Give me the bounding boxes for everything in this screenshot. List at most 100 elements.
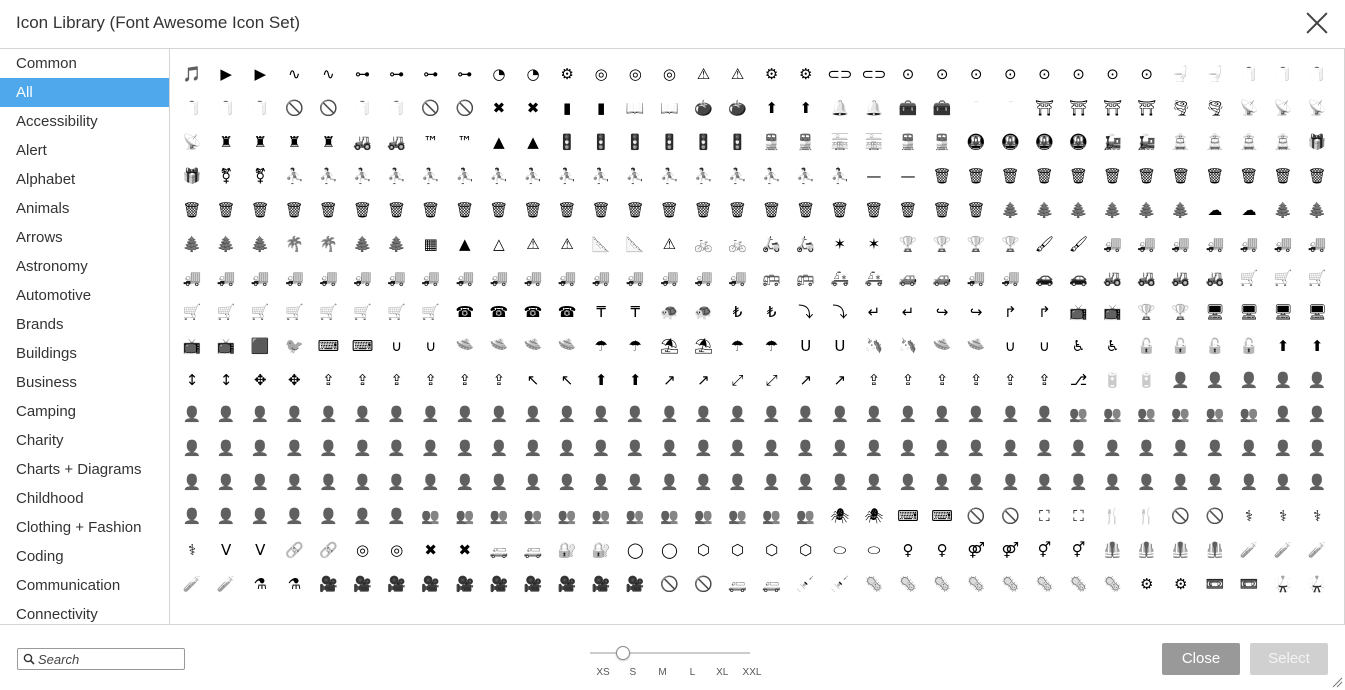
icon-cell[interactable]: 👤 <box>243 397 277 431</box>
icon-cell[interactable]: 🏆 <box>993 227 1027 261</box>
icon-cell[interactable]: 🚚 <box>448 261 482 295</box>
icon-cell[interactable]: 📺 <box>1096 295 1130 329</box>
icon-cell[interactable]: 📐 <box>618 227 652 261</box>
icon-cell[interactable]: 🚊 <box>1164 125 1198 159</box>
icon-cell[interactable]: ⚙ <box>550 57 584 91</box>
icon-cell[interactable]: 👤 <box>823 431 857 465</box>
icon-cell[interactable]: 🦠 <box>993 567 1027 601</box>
icon-cell[interactable]: ◎ <box>618 57 652 91</box>
icon-cell[interactable]: 💉 <box>789 567 823 601</box>
icon-cell[interactable]: 🚇 <box>959 125 993 159</box>
icon-cell[interactable]: ⊙ <box>959 57 993 91</box>
sidebar-item-communication[interactable]: Communication <box>16 577 121 594</box>
icon-cell[interactable]: 🎥 <box>380 567 414 601</box>
icon-cell[interactable]: 🖌 <box>1061 227 1095 261</box>
icon-cell[interactable]: 🚐 <box>516 533 550 567</box>
icon-cell[interactable]: 🚫 <box>277 91 311 125</box>
icon-cell[interactable]: ☂ <box>721 329 755 363</box>
icon-cell[interactable]: 🚚 <box>721 261 755 295</box>
icon-cell[interactable]: 🚋 <box>857 125 891 159</box>
icon-cell[interactable]: 👤 <box>584 397 618 431</box>
icon-cell[interactable]: 🚆 <box>789 125 823 159</box>
icon-cell[interactable]: 🚊 <box>1232 125 1266 159</box>
icon-cell[interactable]: 🎥 <box>482 567 516 601</box>
icon-cell[interactable]: ✶ <box>857 227 891 261</box>
icon-cell[interactable]: 👤 <box>243 499 277 533</box>
icon-cell[interactable]: 🌲 <box>993 193 1027 227</box>
icon-cell[interactable]: ⛹ <box>686 159 720 193</box>
size-option-xxl[interactable]: XXL <box>742 667 762 678</box>
icon-cell[interactable]: ⌨ <box>311 329 345 363</box>
icon-cell[interactable]: U <box>789 329 823 363</box>
icon-cell[interactable]: 🗑 <box>209 193 243 227</box>
icon-cell[interactable]: 🚦 <box>584 125 618 159</box>
icon-cell[interactable]: 🚫 <box>414 91 448 125</box>
sidebar-item-clothing-fashion[interactable]: Clothing + Fashion <box>16 519 142 536</box>
icon-cell[interactable]: 🔓 <box>1130 329 1164 363</box>
icon-cell[interactable]: 🚚 <box>277 261 311 295</box>
icon-cell[interactable]: 🚆 <box>755 125 789 159</box>
icon-cell[interactable]: ⊙ <box>1096 57 1130 91</box>
icon-cell[interactable]: ⇪ <box>311 363 345 397</box>
icon-cell[interactable]: ⇪ <box>380 363 414 397</box>
icon-cell[interactable]: 🛒 <box>345 295 379 329</box>
sidebar-item-charts-diagrams[interactable]: Charts + Diagrams <box>16 461 142 478</box>
icon-cell[interactable]: 🐢 <box>652 295 686 329</box>
icon-cell[interactable]: 🗑 <box>380 193 414 227</box>
icon-cell[interactable]: ⚙ <box>1130 567 1164 601</box>
icon-cell[interactable]: 🚂 <box>1096 125 1130 159</box>
icon-cell[interactable]: 🦷 <box>959 91 993 125</box>
icon-cell[interactable]: 🍴 <box>1130 499 1164 533</box>
icon-cell[interactable]: ⤵ <box>789 295 823 329</box>
icon-cell[interactable]: 👤 <box>1198 465 1232 499</box>
icon-cell[interactable]: 🧻 <box>345 91 379 125</box>
icon-cell[interactable]: 🗑 <box>993 159 1027 193</box>
icon-cell[interactable]: 🐢 <box>686 295 720 329</box>
icon-cell[interactable]: 👤 <box>482 397 516 431</box>
icon-cell[interactable]: ↗ <box>823 363 857 397</box>
icon-cell[interactable]: 🚚 <box>1300 227 1334 261</box>
icon-cell[interactable]: ⬆ <box>1300 329 1334 363</box>
icon-cell[interactable]: 🛒 <box>277 295 311 329</box>
icon-cell[interactable]: ⊙ <box>993 57 1027 91</box>
icon-cell[interactable]: 👤 <box>243 431 277 465</box>
icon-cell[interactable]: 🗑 <box>857 193 891 227</box>
icon-cell[interactable]: 🛸 <box>448 329 482 363</box>
icon-cell[interactable]: 🛒 <box>311 295 345 329</box>
icon-cell[interactable]: 🚜 <box>1164 261 1198 295</box>
icon-cell[interactable]: 👤 <box>652 397 686 431</box>
icon-cell[interactable]: 🚚 <box>993 261 1027 295</box>
icon-cell[interactable]: 🚌 <box>789 261 823 295</box>
icon-cell[interactable]: 💉 <box>823 567 857 601</box>
icon-cell[interactable]: 🚜 <box>1096 261 1130 295</box>
icon-cell[interactable]: 👤 <box>584 431 618 465</box>
icon-cell[interactable]: 👥 <box>414 499 448 533</box>
icon-cell[interactable]: 👤 <box>345 499 379 533</box>
icon-cell[interactable]: 🧪 <box>1300 533 1334 567</box>
icon-cell[interactable]: 👥 <box>755 499 789 533</box>
icon-cell[interactable]: ⚧ <box>243 159 277 193</box>
icon-cell[interactable]: 🚚 <box>550 261 584 295</box>
icon-cell[interactable]: 🌲 <box>380 227 414 261</box>
icon-cell[interactable]: 🏆 <box>1130 295 1164 329</box>
icon-cell[interactable]: V <box>243 533 277 567</box>
icon-cell[interactable]: ♜ <box>209 125 243 159</box>
icon-cell[interactable]: 🚚 <box>584 261 618 295</box>
icon-cell[interactable]: 📡 <box>1300 91 1334 125</box>
icon-cell[interactable]: ₸ <box>584 295 618 329</box>
icon-cell[interactable]: ⇪ <box>891 363 925 397</box>
icon-cell[interactable]: 🚦 <box>686 125 720 159</box>
icon-cell[interactable]: 🛒 <box>380 295 414 329</box>
icon-cell[interactable]: 📼 <box>1232 567 1266 601</box>
icon-cell[interactable]: ⊙ <box>891 57 925 91</box>
icon-cell[interactable]: 🗑 <box>550 193 584 227</box>
icon-cell[interactable]: 🦠 <box>1096 567 1130 601</box>
icon-cell[interactable]: 🚇 <box>1061 125 1095 159</box>
icon-cell[interactable]: ⬭ <box>857 533 891 567</box>
icon-cell[interactable]: ☂ <box>618 329 652 363</box>
icon-cell[interactable]: ⊶ <box>448 57 482 91</box>
icon-cell[interactable]: ⚤ <box>993 533 1027 567</box>
icon-cell[interactable]: — <box>857 159 891 193</box>
icon-cell[interactable]: 👥 <box>789 499 823 533</box>
icon-cell[interactable]: ↕ <box>175 363 209 397</box>
